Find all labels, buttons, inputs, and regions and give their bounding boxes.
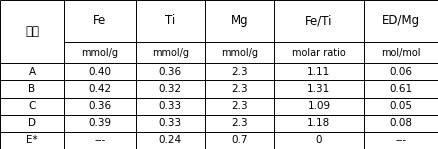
- Text: Mg: Mg: [231, 14, 248, 27]
- Text: ---: ---: [94, 135, 106, 145]
- Text: 1.31: 1.31: [307, 84, 331, 94]
- Text: Fe/Ti: Fe/Ti: [305, 14, 332, 27]
- Text: 1.11: 1.11: [307, 67, 331, 77]
- Text: 0: 0: [316, 135, 322, 145]
- Text: 0.36: 0.36: [88, 101, 111, 111]
- Text: ---: ---: [395, 135, 406, 145]
- Text: B: B: [28, 84, 35, 94]
- Text: 0.05: 0.05: [389, 101, 412, 111]
- Text: 0.40: 0.40: [88, 67, 111, 77]
- Text: ED/Mg: ED/Mg: [382, 14, 420, 27]
- Text: 0.42: 0.42: [88, 84, 111, 94]
- Text: D: D: [28, 118, 36, 128]
- Text: mmol/g: mmol/g: [81, 48, 118, 58]
- Text: 2.3: 2.3: [231, 67, 248, 77]
- Text: Ti: Ti: [165, 14, 176, 27]
- Text: Fe: Fe: [93, 14, 106, 27]
- Text: 0.32: 0.32: [159, 84, 182, 94]
- Text: C: C: [28, 101, 36, 111]
- Text: 0.06: 0.06: [389, 67, 412, 77]
- Text: mmol/g: mmol/g: [221, 48, 258, 58]
- Text: 0.36: 0.36: [159, 67, 182, 77]
- Text: 0.24: 0.24: [159, 135, 182, 145]
- Text: mol/mol: mol/mol: [381, 48, 420, 58]
- Text: molar ratio: molar ratio: [292, 48, 346, 58]
- Text: 2.3: 2.3: [231, 118, 248, 128]
- Text: 0.61: 0.61: [389, 84, 413, 94]
- Text: 0.08: 0.08: [389, 118, 412, 128]
- Text: 样号: 样号: [25, 25, 39, 38]
- Text: A: A: [28, 67, 35, 77]
- Text: mmol/g: mmol/g: [152, 48, 189, 58]
- Text: 0.33: 0.33: [159, 101, 182, 111]
- Text: 1.18: 1.18: [307, 118, 331, 128]
- Text: 0.33: 0.33: [159, 118, 182, 128]
- Text: 2.3: 2.3: [231, 84, 248, 94]
- Text: 1.09: 1.09: [307, 101, 330, 111]
- Text: 0.39: 0.39: [88, 118, 111, 128]
- Text: E*: E*: [26, 135, 38, 145]
- Text: 0.7: 0.7: [231, 135, 248, 145]
- Text: 2.3: 2.3: [231, 101, 248, 111]
